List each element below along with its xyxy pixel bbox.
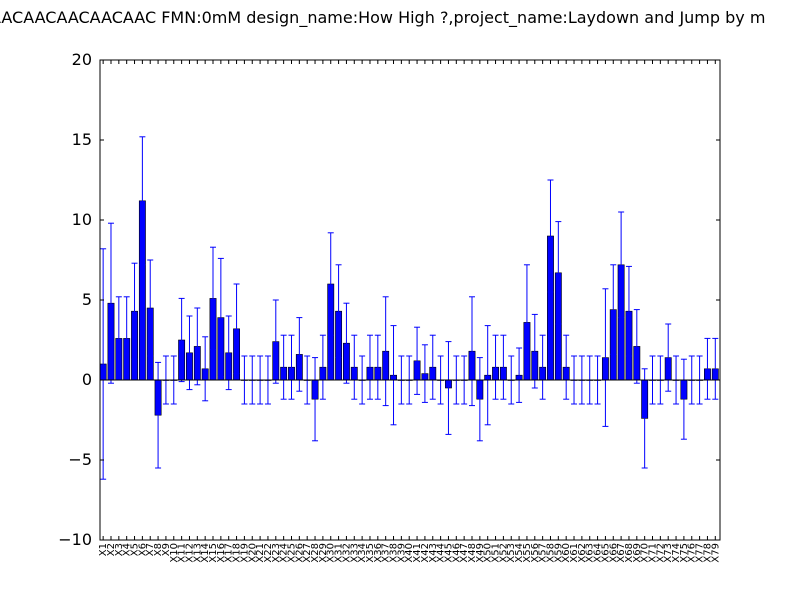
x-tick-label: X17 [224, 543, 235, 563]
x-tick-label: X23 [271, 543, 282, 563]
x-tick-label: X64 [593, 543, 604, 563]
x-tick-label: X2 [106, 543, 117, 556]
x-tick-label: X28 [310, 543, 321, 563]
error-bars-layer [100, 136, 719, 480]
x-tick-label: X74 [671, 543, 682, 563]
x-tick-label: X37 [381, 543, 392, 563]
x-tick-label: X13 [192, 543, 203, 563]
x-tick-label: X18 [232, 543, 243, 563]
x-tick-label: X57 [538, 543, 549, 563]
x-tick-label: X16 [216, 543, 227, 563]
x-tick-label: X53 [506, 543, 517, 563]
x-tick-label: X11 [177, 543, 188, 563]
y-tick-label: 5 [82, 290, 92, 309]
x-tick-label: X39 [396, 543, 407, 563]
y-tick-label: −10 [58, 530, 92, 549]
x-tick-label: X75 [679, 543, 690, 563]
x-tick-label: X48 [467, 543, 478, 563]
x-tick-label: X34 [357, 543, 368, 563]
x-tick-label: X67 [616, 543, 627, 563]
x-tick-label: X15 [208, 543, 219, 563]
x-tick-label: X44 [436, 543, 447, 563]
x-tick-label: X58 [545, 543, 556, 563]
x-tick-label: X46 [451, 543, 462, 563]
x-tick-label: X31 [334, 543, 345, 563]
x-tick-label: X10 [169, 543, 180, 563]
y-tick-label: 0 [82, 370, 92, 389]
x-tick-label: X3 [114, 543, 125, 556]
x-tick-label: X63 [585, 543, 596, 563]
x-tick-label: X4 [122, 543, 133, 556]
x-tick-label: X25 [286, 543, 297, 563]
x-tick-label: X45 [443, 543, 454, 563]
x-tick-label: X24 [279, 543, 290, 563]
x-tick-label: X50 [483, 543, 494, 563]
y-axis: −10 −5 0 5 10 15 20 [58, 50, 720, 549]
x-tick-label: X55 [522, 543, 533, 563]
x-tick-label: X29 [318, 543, 329, 563]
y-tick-label: 20 [72, 50, 92, 69]
x-tick-label: X20 [247, 543, 258, 563]
y-tick-label: −5 [68, 450, 92, 469]
x-tick-label: X70 [640, 543, 651, 563]
x-tick-label: X76 [687, 543, 698, 563]
x-tick-label: X61 [569, 543, 580, 563]
x-tick-label: X59 [553, 543, 564, 563]
x-tick-label: X68 [624, 543, 635, 563]
x-tick-label: X27 [302, 543, 313, 563]
x-tick-label: X7 [145, 543, 156, 556]
chart-title: AACAACAACAACAAC FMN:0mM design_name:How … [0, 8, 766, 27]
plot-frame [99, 59, 721, 541]
x-tick-label: X8 [153, 543, 164, 556]
x-tick-label: X35 [365, 543, 376, 563]
x-tick-label: X9 [161, 543, 172, 556]
x-tick-label: X43 [428, 543, 439, 563]
x-tick-label: X5 [130, 543, 141, 556]
x-tick-label: X65 [600, 543, 611, 563]
x-tick-label: X41 [412, 543, 423, 563]
x-tick-label: X12 [184, 543, 195, 563]
x-tick-label: X40 [404, 543, 415, 563]
x-tick-label: X47 [459, 543, 470, 563]
x-tick-label: X72 [655, 543, 666, 563]
x-tick-label: X33 [349, 543, 360, 563]
x-tick-label: X60 [561, 543, 572, 563]
x-tick-label: X21 [255, 543, 266, 563]
x-tick-label: X38 [389, 543, 400, 563]
x-tick-label: X22 [263, 543, 274, 563]
x-tick-label: X77 [695, 543, 706, 563]
x-tick-label: X73 [663, 543, 674, 563]
x-tick-label: X56 [530, 543, 541, 563]
x-tick-label: X32 [341, 543, 352, 563]
x-tick-label: X42 [420, 543, 431, 563]
x-tick-label: X19 [239, 543, 250, 563]
x-tick-label: X54 [514, 543, 525, 563]
x-tick-label: X62 [577, 543, 588, 563]
x-axis: X1X2X3X4X5X6X7X8X9X10X11X12X13X14X15X16X… [98, 60, 721, 563]
x-tick-label: X14 [200, 543, 211, 563]
x-tick-label: X52 [498, 543, 509, 563]
x-tick-label: X1 [98, 543, 109, 556]
x-tick-label: X30 [326, 543, 337, 563]
x-tick-label: X71 [648, 543, 659, 563]
x-tick-label: X6 [137, 543, 148, 556]
x-tick-label: X69 [632, 543, 643, 563]
y-tick-label: 15 [72, 130, 92, 149]
x-tick-label: X51 [491, 543, 502, 563]
x-tick-label: X49 [475, 543, 486, 563]
y-tick-label: 10 [72, 210, 92, 229]
x-tick-label: X78 [702, 543, 713, 563]
x-tick-label: X79 [710, 543, 721, 563]
x-tick-label: X26 [294, 543, 305, 563]
x-tick-label: X66 [608, 543, 619, 563]
x-tick-label: X36 [373, 543, 384, 563]
